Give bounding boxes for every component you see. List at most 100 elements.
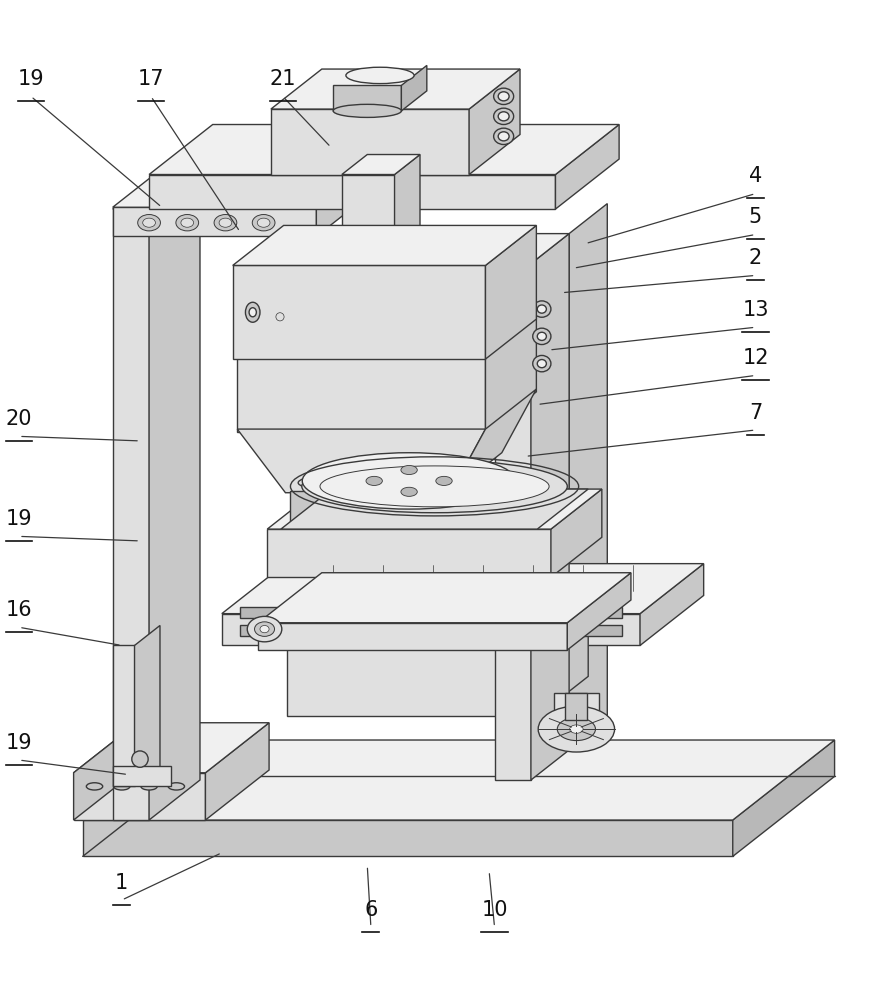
Polygon shape	[733, 740, 834, 856]
Polygon shape	[333, 85, 402, 111]
Ellipse shape	[401, 487, 418, 496]
Text: 12: 12	[742, 348, 769, 368]
Polygon shape	[469, 69, 520, 175]
Ellipse shape	[533, 301, 551, 317]
Text: 21: 21	[270, 69, 296, 89]
Ellipse shape	[168, 783, 184, 790]
Polygon shape	[113, 167, 367, 207]
Text: 2: 2	[749, 248, 762, 268]
Text: 5: 5	[749, 207, 762, 227]
Ellipse shape	[298, 471, 463, 494]
Ellipse shape	[366, 476, 382, 485]
Ellipse shape	[436, 476, 452, 485]
Polygon shape	[567, 573, 631, 650]
Ellipse shape	[276, 313, 284, 321]
Polygon shape	[281, 489, 589, 529]
Polygon shape	[270, 109, 469, 175]
Polygon shape	[113, 169, 200, 209]
Polygon shape	[149, 175, 555, 209]
Polygon shape	[149, 169, 200, 820]
Text: 19: 19	[6, 733, 33, 753]
Ellipse shape	[493, 108, 514, 125]
Ellipse shape	[141, 783, 157, 790]
Polygon shape	[113, 766, 171, 786]
Ellipse shape	[320, 466, 549, 507]
Ellipse shape	[257, 218, 270, 227]
Text: 1: 1	[115, 873, 129, 893]
Polygon shape	[113, 209, 149, 820]
Polygon shape	[113, 645, 135, 786]
Ellipse shape	[537, 360, 546, 368]
Ellipse shape	[498, 112, 509, 121]
Polygon shape	[531, 234, 569, 780]
Ellipse shape	[249, 308, 256, 317]
Text: 16: 16	[6, 600, 33, 620]
Ellipse shape	[346, 67, 414, 84]
Polygon shape	[569, 204, 607, 750]
Polygon shape	[566, 693, 588, 720]
Polygon shape	[74, 723, 137, 820]
Polygon shape	[640, 564, 704, 645]
Ellipse shape	[176, 215, 198, 231]
Polygon shape	[237, 356, 485, 432]
Ellipse shape	[252, 215, 275, 231]
Polygon shape	[551, 489, 602, 577]
Polygon shape	[233, 225, 537, 265]
Polygon shape	[395, 155, 420, 268]
Text: 10: 10	[481, 900, 507, 920]
Polygon shape	[240, 607, 622, 618]
Polygon shape	[287, 645, 537, 716]
Polygon shape	[553, 693, 599, 740]
Text: 13: 13	[742, 300, 769, 320]
Text: 20: 20	[6, 409, 33, 429]
Polygon shape	[237, 316, 537, 356]
Ellipse shape	[333, 104, 402, 117]
Ellipse shape	[260, 625, 269, 633]
Ellipse shape	[498, 92, 509, 101]
Text: 6: 6	[364, 900, 378, 920]
Polygon shape	[83, 740, 834, 820]
Polygon shape	[537, 605, 589, 716]
Polygon shape	[233, 265, 485, 359]
Ellipse shape	[86, 783, 103, 790]
Polygon shape	[267, 489, 602, 529]
Ellipse shape	[246, 302, 260, 322]
Polygon shape	[290, 491, 503, 527]
Polygon shape	[316, 167, 367, 236]
Ellipse shape	[114, 783, 130, 790]
Polygon shape	[503, 471, 529, 527]
Ellipse shape	[132, 751, 148, 767]
Ellipse shape	[181, 218, 194, 227]
Polygon shape	[287, 605, 589, 645]
Ellipse shape	[558, 718, 596, 741]
Polygon shape	[240, 625, 622, 636]
Ellipse shape	[248, 616, 282, 642]
Ellipse shape	[493, 88, 514, 105]
Polygon shape	[342, 155, 420, 175]
Polygon shape	[267, 529, 551, 577]
Polygon shape	[555, 125, 619, 209]
Polygon shape	[402, 65, 426, 111]
Polygon shape	[494, 234, 569, 264]
Polygon shape	[485, 225, 537, 359]
Polygon shape	[270, 69, 520, 109]
Polygon shape	[135, 625, 160, 786]
Polygon shape	[149, 125, 619, 175]
Polygon shape	[222, 564, 704, 614]
Ellipse shape	[533, 355, 551, 372]
Polygon shape	[237, 429, 485, 493]
Ellipse shape	[538, 706, 615, 752]
Text: 4: 4	[749, 166, 762, 186]
Polygon shape	[451, 389, 537, 493]
Polygon shape	[342, 175, 395, 268]
Polygon shape	[74, 773, 205, 820]
Polygon shape	[113, 207, 316, 236]
Ellipse shape	[537, 305, 546, 313]
Text: 19: 19	[18, 69, 44, 89]
Ellipse shape	[302, 460, 567, 513]
Ellipse shape	[401, 465, 418, 475]
Text: 7: 7	[749, 403, 762, 423]
Ellipse shape	[143, 218, 155, 227]
Polygon shape	[74, 723, 269, 773]
Ellipse shape	[302, 453, 516, 509]
